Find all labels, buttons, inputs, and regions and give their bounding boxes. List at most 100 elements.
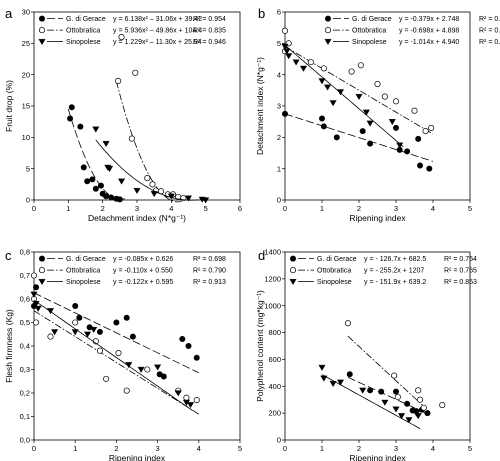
data-point-series-2: [292, 59, 300, 66]
fit-line-1: [116, 81, 182, 203]
data-point-series-2: [34, 305, 42, 312]
plot-frame: [284, 251, 471, 441]
data-point-series-2: [381, 399, 389, 406]
y-tick-label: 2: [277, 133, 281, 142]
chart-panel-a: a 0 1 2 3 4 5 6 0 5 10 15 20 25 30 Detachment index (N*…: [4, 6, 242, 223]
fit-line-2: [284, 44, 404, 148]
fit-line-0: [347, 376, 430, 416]
legend-equation: y = - 151.9x + 639.2: [364, 279, 426, 286]
data-point-series-1: [381, 93, 388, 100]
chart-panel-d: d 0 1 2 3 4 5 0 200 400 600 800 1000 1200 1400 Ripening…: [255, 248, 477, 461]
legend-series-name: Ottobratica: [317, 268, 351, 275]
data-point-series-0: [193, 354, 200, 361]
data-point-series-2: [167, 193, 175, 200]
data-point-series-1: [357, 62, 364, 69]
data-point-series-0: [367, 387, 374, 394]
data-point-series-0: [185, 342, 192, 349]
x-tick-label: 2: [114, 444, 118, 453]
y-tick-label: 0,5: [20, 318, 30, 327]
y-tick-label: 4: [277, 70, 281, 79]
data-point-series-1: [118, 34, 125, 41]
y-tick-label: 0,0: [20, 436, 30, 445]
data-point-series-0: [92, 185, 99, 192]
data-point-series-0: [333, 134, 340, 141]
y-tick-label: 0: [277, 436, 281, 445]
panel-label-a: a: [5, 6, 13, 21]
legend-r-squared: R² = 0.698: [193, 256, 226, 263]
legend-series-name: G. di Gerace: [66, 16, 106, 23]
y-tick-label: 1200: [264, 274, 281, 283]
legend-equation: y = -0.110x + 0.550: [113, 268, 173, 275]
legend-marker: [324, 39, 332, 46]
data-point-series-2: [414, 413, 422, 420]
x-tick-label: 2: [101, 204, 105, 213]
legend-marker: [38, 255, 45, 262]
legend-r-squared: R² = 0.754: [444, 256, 477, 263]
data-point-series-2: [362, 109, 370, 116]
data-point-series-2: [285, 53, 293, 60]
data-point-series-1: [394, 393, 401, 401]
data-point-series-2: [366, 120, 374, 127]
y-tick-label: 800: [268, 328, 281, 337]
data-point-series-1: [123, 387, 130, 394]
data-point-series-0: [320, 123, 327, 130]
x-tick-label: 4: [169, 204, 173, 213]
fit-line-0: [284, 113, 434, 162]
fit-line-0: [67, 109, 126, 200]
legend-equation: y = -0.379x + 2.748: [399, 16, 459, 23]
y-tick-label: 10: [22, 133, 30, 142]
legend-r-squared: R² = 0.913: [193, 279, 226, 286]
data-point-series-0: [179, 335, 186, 342]
legend-marker: [324, 15, 331, 22]
legend-marker: [38, 39, 46, 46]
data-point-series-0: [67, 115, 74, 122]
y-tick-label: 0,2: [20, 389, 30, 398]
data-point-series-2: [329, 381, 337, 388]
y-tick-label: 1400: [264, 248, 281, 257]
y-tick-label: 1: [277, 164, 281, 173]
x-tick-label: 4: [431, 204, 435, 213]
x-axis-title: Ripening index: [349, 453, 406, 461]
x-tick-label: 5: [468, 444, 472, 453]
legend-series-name: Ottobratica: [352, 28, 386, 35]
legend-series-name: Ottobratica: [66, 28, 100, 35]
x-tick-label: 0: [283, 444, 287, 453]
legend-r-squared: R² = 0.790: [193, 268, 226, 275]
data-point-series-0: [84, 178, 91, 185]
data-point-series-2: [118, 178, 126, 185]
legend-r-squared: R² = 0.835: [193, 28, 226, 35]
panel-label-b: b: [258, 6, 265, 21]
fit-line-2: [33, 299, 193, 411]
data-point-series-2: [102, 140, 110, 148]
data-point-series-2: [388, 119, 396, 126]
data-point-series-0: [76, 314, 83, 321]
data-point-series-1: [144, 175, 151, 182]
data-point-series-0: [160, 373, 167, 380]
data-point-series-0: [77, 123, 84, 130]
data-point-series-2: [71, 329, 79, 336]
data-point-series-1: [348, 68, 355, 75]
x-tick-label: 4: [431, 444, 435, 453]
data-point-series-0: [123, 314, 130, 321]
x-tick-label: 3: [156, 444, 160, 453]
data-point-series-2: [32, 301, 40, 308]
data-point-series-2: [392, 406, 400, 413]
data-point-series-1: [115, 349, 122, 357]
data-point-series-0: [103, 193, 110, 200]
y-tick-label: 1000: [264, 301, 281, 310]
data-point-series-0: [89, 176, 96, 183]
y-axis-title: Polyphenol content (mg*kg⁻¹): [255, 290, 265, 402]
legend-series-name: Sinopolese: [317, 279, 352, 286]
x-tick-label: 1: [320, 444, 324, 453]
data-point-series-0: [367, 140, 374, 147]
y-axis-title: Detachment index (N*g⁻¹): [255, 57, 265, 155]
data-point-series-2: [90, 326, 98, 333]
data-point-series-2: [184, 195, 193, 202]
y-tick-label: 25: [22, 39, 30, 48]
x-tick-label: 1: [320, 204, 324, 213]
x-tick-label: 4: [197, 444, 201, 453]
legend-equation: y = 1.229x² – 11.30x + 25.94: [113, 39, 202, 46]
legend-series-name: G. di Gerace: [317, 256, 357, 263]
x-tick-label: 3: [394, 204, 398, 213]
y-tick-label: 0,7: [20, 271, 30, 280]
